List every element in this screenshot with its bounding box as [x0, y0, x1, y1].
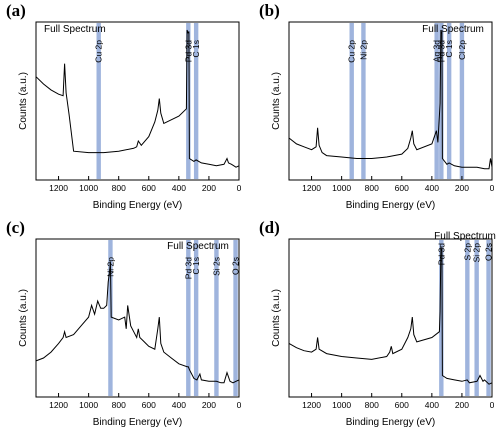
x-tick-label: 800 — [365, 183, 379, 193]
peak-band-4 — [439, 23, 444, 179]
peak-band-1 — [439, 240, 444, 396]
x-tick-label: 400 — [172, 400, 186, 410]
peak-label-1: Ni 2p — [105, 257, 115, 277]
x-tick-label: 600 — [395, 400, 409, 410]
x-tick-label: 200 — [202, 183, 216, 193]
peak-label-2: Pd 3d — [183, 40, 193, 62]
peak-label-1: Pd 3d — [436, 243, 446, 265]
x-tick-label: 0 — [237, 400, 242, 410]
y-axis-label: Counts (a.u.) — [18, 289, 29, 347]
panel-letter: (d) — [259, 218, 280, 237]
peak-label-6: Cl 2p — [457, 40, 467, 60]
x-axis-label: Binding Energy (eV) — [346, 200, 436, 211]
x-tick-label: 800 — [112, 400, 126, 410]
peak-label-3: Ag 3d — [432, 40, 442, 62]
panel-letter: (b) — [259, 1, 280, 20]
x-tick-label: 1000 — [332, 400, 351, 410]
x-tick-label: 400 — [425, 183, 439, 193]
spectrum-line — [35, 261, 240, 384]
peak-label-5: O 2s — [231, 257, 241, 275]
peak-band-2 — [361, 23, 366, 179]
peak-band-2 — [186, 240, 191, 396]
panel-4: (d) 1200 1000 800 600 400 200 0 Binding Energy (… — [259, 218, 496, 428]
x-axis-label: Binding Energy (eV) — [93, 200, 183, 211]
x-tick-label: 1200 — [49, 183, 68, 193]
peak-label-1: Cu 2p — [347, 40, 357, 63]
y-axis-label: Counts (a.u.) — [18, 72, 29, 130]
x-tick-label: 400 — [425, 400, 439, 410]
peak-label-2: Ni 2p — [358, 40, 368, 60]
peak-label-2: Pd 3d — [183, 257, 193, 279]
x-tick-label: 200 — [455, 183, 469, 193]
peak-band-1 — [96, 23, 101, 179]
spectrum-line — [288, 246, 493, 385]
x-tick-label: 800 — [112, 183, 126, 193]
peak-band-3 — [193, 240, 199, 396]
peak-label-5: C 1s — [444, 40, 454, 57]
plot-frame — [35, 238, 240, 398]
x-tick-label: 200 — [202, 400, 216, 410]
x-tick-label: 800 — [365, 400, 379, 410]
chart-title: Full Spectrum — [434, 231, 496, 242]
peak-label-3: C 1s — [191, 40, 201, 57]
x-tick-label: 1000 — [332, 183, 351, 193]
peak-band-3 — [474, 240, 479, 396]
peak-band-4 — [214, 240, 219, 396]
plot-frame — [288, 21, 493, 181]
panel-3: (c) 1200 1000 800 600 400 200 0 Binding Energy (… — [6, 218, 242, 428]
x-tick-label: 0 — [490, 400, 495, 410]
x-tick-label: 400 — [172, 183, 186, 193]
peak-label-4: O 2s — [484, 243, 494, 261]
chart-title: Full Spectrum — [44, 24, 106, 35]
peak-label-2: S 2p — [462, 243, 472, 261]
x-tick-label: 1200 — [302, 400, 321, 410]
panel-2: (b) 1200 1000 800 600 400 200 0 Binding Energy (… — [259, 1, 495, 211]
peak-label-4: Pd 3d — [436, 40, 446, 62]
x-tick-label: 600 — [142, 183, 156, 193]
peak-band-3 — [193, 23, 199, 179]
chart-title: Full Spectrum — [167, 241, 229, 252]
peak-band-5 — [233, 240, 238, 396]
plot-frame — [35, 21, 240, 181]
peak-band-3 — [434, 23, 439, 179]
panel-letter: (c) — [6, 218, 25, 237]
spectrum-line — [288, 29, 493, 170]
peak-band-5 — [446, 23, 452, 179]
x-tick-label: 1200 — [302, 183, 321, 193]
x-tick-label: 600 — [142, 400, 156, 410]
peak-band-1 — [349, 23, 354, 179]
spectrum-line — [35, 29, 240, 168]
peak-label-3: C 1s — [191, 257, 201, 274]
peak-band-6 — [459, 23, 465, 179]
x-tick-label: 1000 — [79, 400, 98, 410]
x-tick-label: 1200 — [49, 400, 68, 410]
peak-label-1: Cu 2p — [94, 40, 104, 63]
x-tick-label: 0 — [237, 183, 242, 193]
x-tick-label: 200 — [455, 400, 469, 410]
plot-frame — [288, 238, 493, 398]
y-axis-label: Counts (a.u.) — [271, 72, 282, 130]
x-tick-label: 0 — [490, 183, 495, 193]
x-tick-label: 1000 — [79, 183, 98, 193]
x-tick-label: 600 — [395, 183, 409, 193]
peak-band-1 — [108, 240, 113, 396]
panel-letter: (a) — [6, 1, 26, 20]
x-axis-label: Binding Energy (eV) — [346, 417, 436, 428]
peak-band-4 — [486, 240, 491, 396]
peak-band-2 — [186, 23, 191, 179]
peak-band-2 — [465, 240, 470, 396]
x-axis-label: Binding Energy (eV) — [93, 417, 183, 428]
chart-title: Full Spectrum — [422, 24, 484, 35]
peak-label-3: Si 2p — [472, 243, 482, 263]
y-axis-label: Counts (a.u.) — [271, 289, 282, 347]
peak-label-4: Si 2s — [211, 257, 221, 276]
panel-1: (a) 1200 1000 800 600 400 200 0 Binding Energy (… — [6, 1, 242, 211]
